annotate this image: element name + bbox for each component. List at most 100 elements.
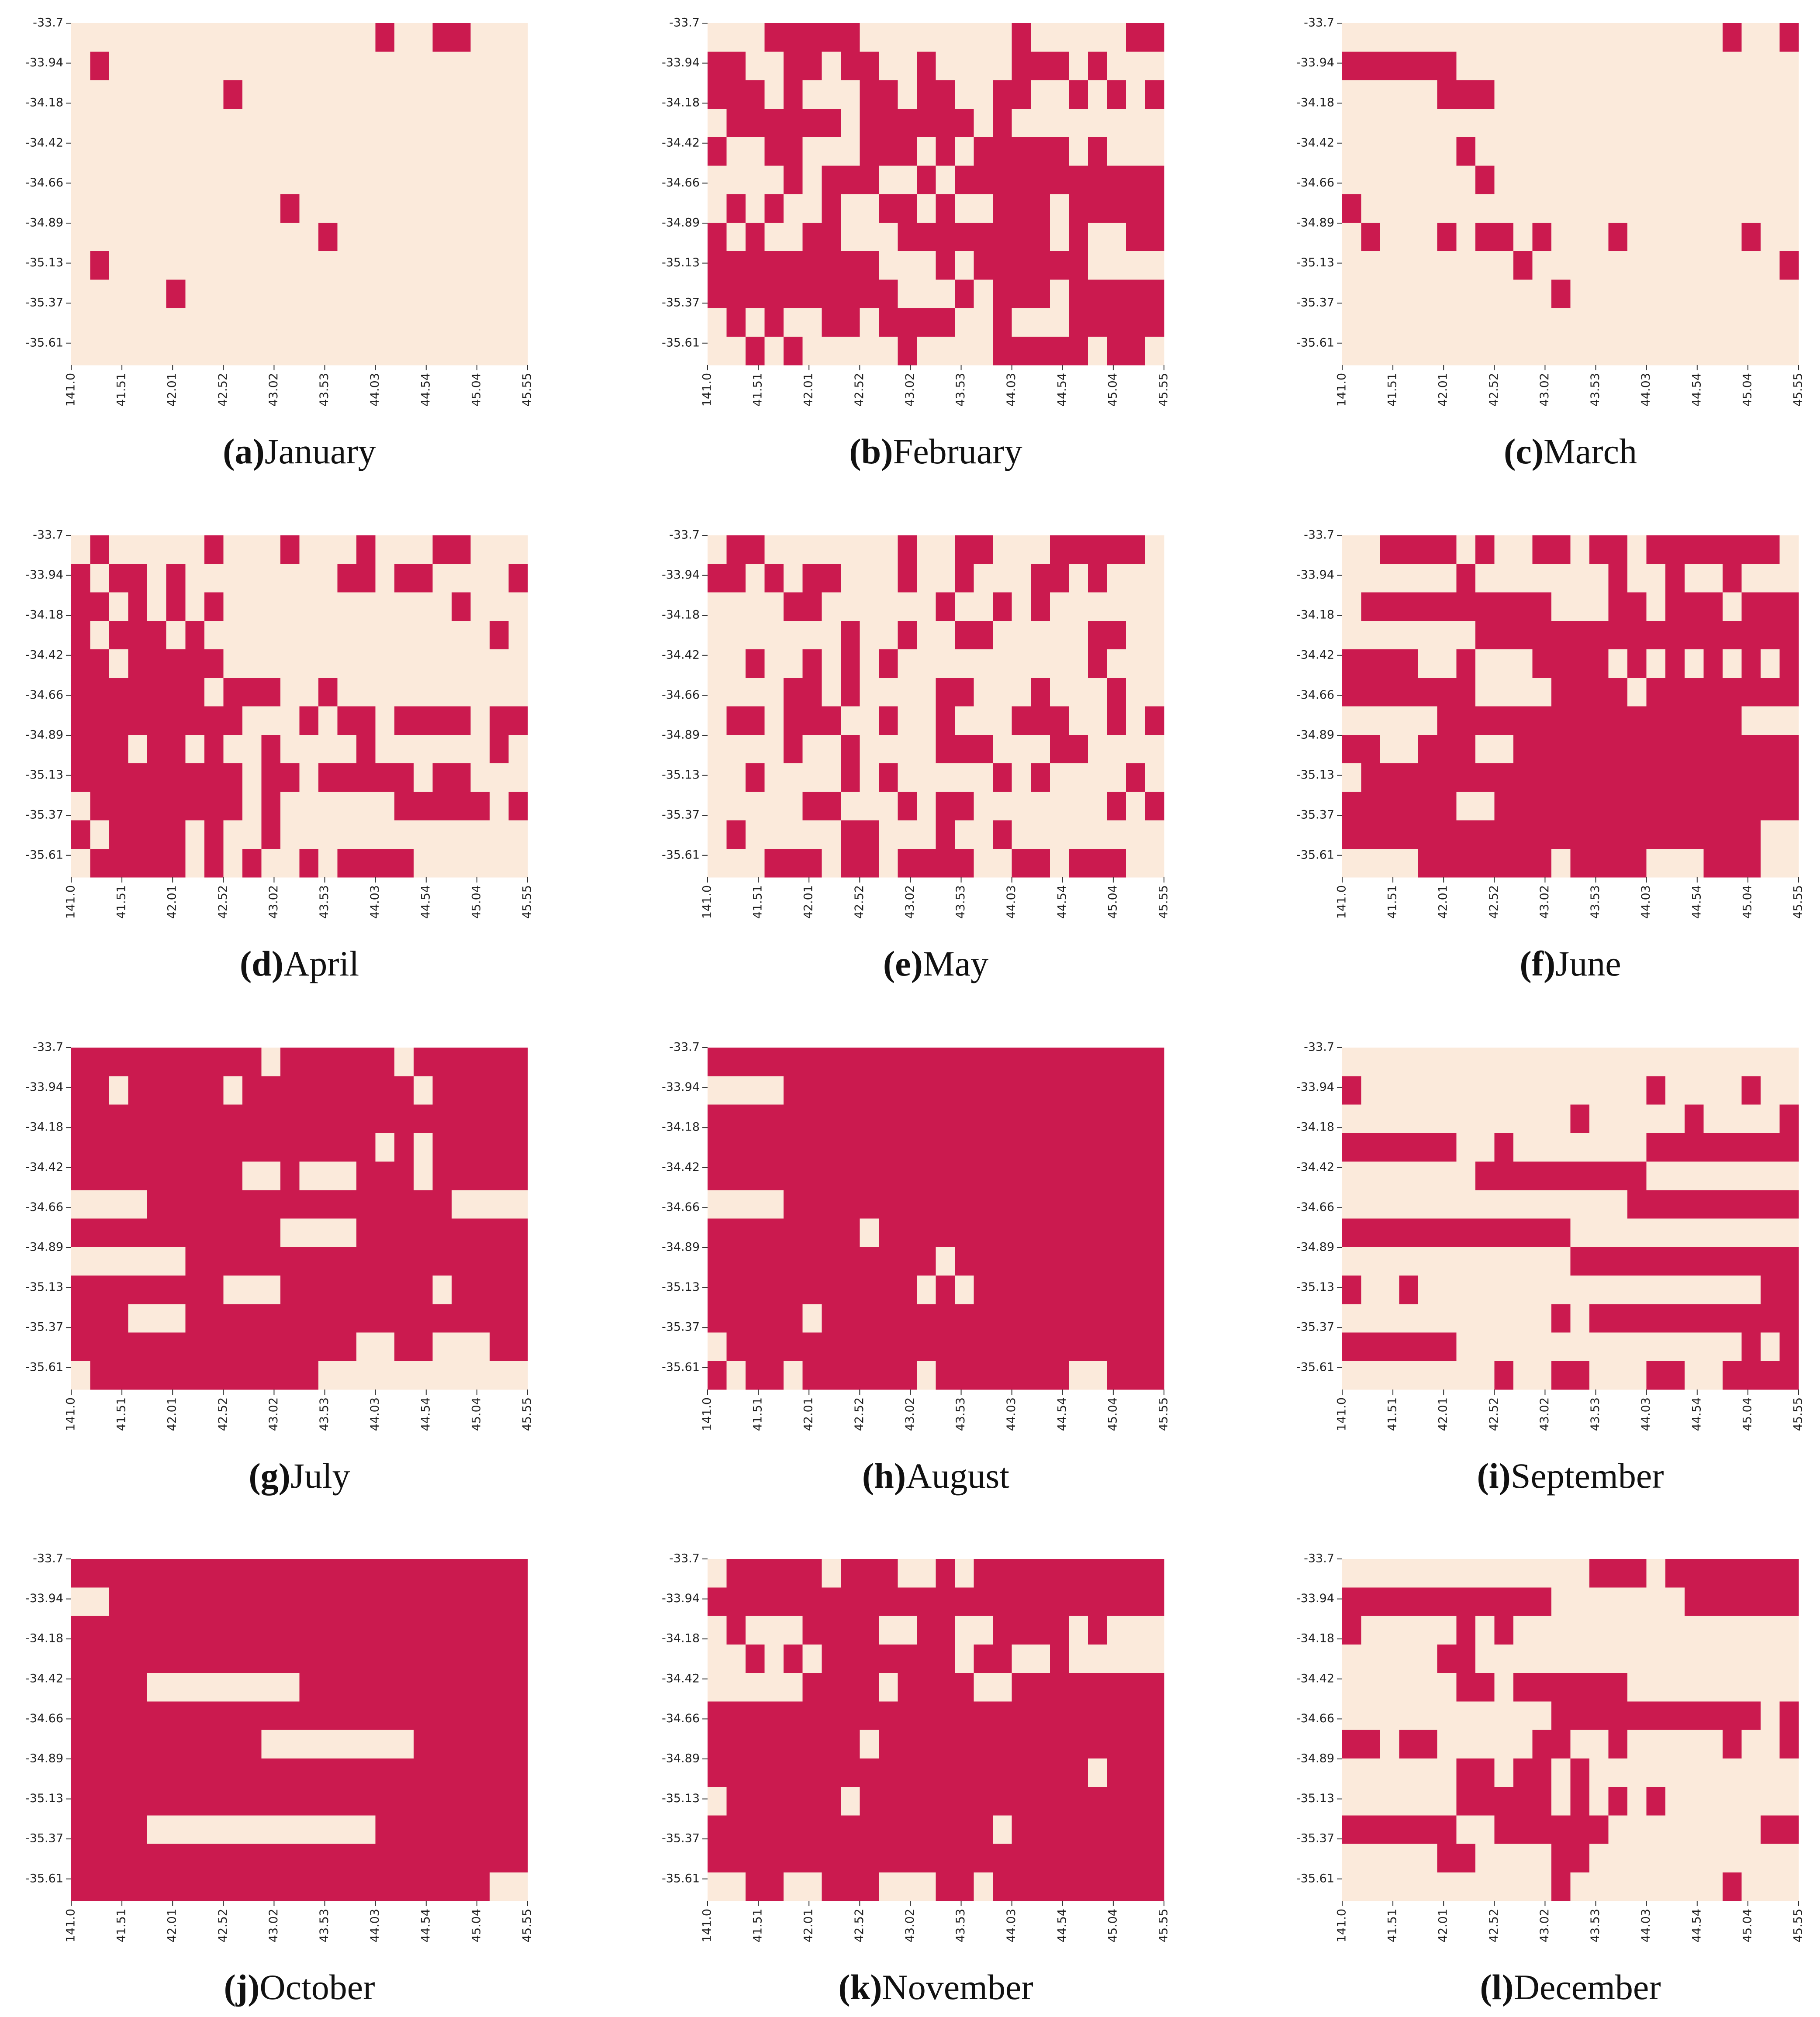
heatmap-cell: [1107, 1104, 1126, 1134]
heatmap-panel: -33.7-33.94-34.18-34.42-34.66-34.89-35.1…: [25, 528, 534, 984]
heatmap-cell: [1741, 1758, 1761, 1787]
heatmap-cell: [71, 222, 91, 252]
heatmap-cell: [280, 251, 300, 280]
heatmap-cell: [726, 535, 746, 564]
heatmap-cell: [898, 649, 917, 678]
heatmap-cell: [147, 1730, 167, 1759]
heatmap-cell: [185, 1644, 205, 1673]
heatmap-cell: [299, 763, 319, 792]
heatmap-cell: [726, 792, 746, 821]
heatmap-cell: [432, 308, 452, 337]
heatmap-cell: [1088, 1190, 1107, 1219]
heatmap-cell: [993, 1730, 1012, 1759]
heatmap-cell: [337, 1815, 357, 1845]
heatmap-cell: [90, 1247, 110, 1276]
caption: (b)February: [849, 431, 1022, 471]
heatmap-cell: [1779, 1758, 1799, 1787]
heatmap-cell: [898, 1644, 917, 1673]
heatmap-cell: [1570, 763, 1590, 792]
heatmap-cell: [822, 1162, 841, 1190]
heatmap-cell: [916, 108, 936, 138]
heatmap-cell: [764, 137, 784, 166]
heatmap-cell: [128, 165, 148, 195]
heatmap-cell: [1107, 336, 1126, 365]
heatmap-cell: [1741, 763, 1761, 792]
heatmap-cell: [784, 80, 803, 109]
heatmap-cell: [1513, 1787, 1533, 1816]
heatmap-cell: [356, 279, 376, 309]
heatmap-cell: [1031, 251, 1050, 280]
heatmap-cell: [1126, 137, 1146, 166]
heatmap-cell: [878, 194, 898, 223]
heatmap-cell: [746, 52, 765, 81]
heatmap-cell: [1722, 1787, 1742, 1816]
heatmap-cell: [413, 678, 433, 707]
heatmap-cell: [764, 763, 784, 792]
heatmap-cell: [726, 1276, 746, 1304]
y-tick-label: -35.37: [1296, 1832, 1334, 1845]
heatmap-cell: [413, 1276, 433, 1304]
heatmap-cell: [242, 222, 262, 252]
heatmap-cell: [1050, 592, 1069, 621]
heatmap-cell: [375, 336, 395, 365]
heatmap-cell: [470, 1361, 490, 1390]
heatmap-cell: [1475, 734, 1495, 764]
heatmap-cell: [242, 1815, 262, 1845]
heatmap-cell: [1399, 1587, 1419, 1617]
heatmap-cell: [1760, 621, 1780, 650]
heatmap-cell: [1126, 165, 1146, 195]
heatmap-cell: [242, 1673, 262, 1702]
heatmap-cell: [375, 820, 395, 849]
heatmap-cell: [1361, 80, 1381, 109]
heatmap-cell: [90, 592, 110, 621]
heatmap-cell: [1012, 1304, 1031, 1333]
heatmap-cell: [90, 1332, 110, 1362]
heatmap-cell: [1589, 1133, 1609, 1162]
heatmap-cell: [166, 165, 186, 195]
heatmap-cell: [993, 1701, 1012, 1731]
heatmap-cell: [508, 1133, 528, 1162]
heatmap-cell: [1684, 535, 1704, 564]
heatmap-cell: [1399, 1815, 1419, 1845]
heatmap-cell: [166, 649, 186, 678]
heatmap-cell: [185, 52, 205, 81]
heatmap-cell: [432, 706, 452, 735]
heatmap-cell: [90, 763, 110, 792]
heatmap-cell: [299, 649, 319, 678]
heatmap-cell: [1088, 1644, 1107, 1673]
heatmap-cell: [764, 592, 784, 621]
heatmap-cell: [1684, 1133, 1704, 1162]
heatmap-cell: [822, 1787, 841, 1816]
heatmap-cell: [1342, 1190, 1362, 1219]
heatmap-cell: [1779, 706, 1799, 735]
heatmap-cell: [1760, 1644, 1780, 1673]
heatmap-cell: [280, 820, 300, 849]
heatmap-cell: [1031, 535, 1050, 564]
heatmap-cell: [1627, 23, 1647, 52]
heatmap-cell: [1437, 251, 1457, 280]
heatmap-cell: [71, 564, 91, 593]
heatmap-cell: [708, 649, 727, 678]
heatmap-cell: [708, 1616, 727, 1645]
heatmap-cell: [1107, 251, 1126, 280]
heatmap-cell: [764, 820, 784, 849]
heatmap-cell: [1380, 251, 1400, 280]
heatmap-cell: [1107, 194, 1126, 223]
heatmap-cell: [1342, 1758, 1362, 1787]
heatmap-cell: [860, 1644, 879, 1673]
heatmap-cell: [955, 763, 974, 792]
heatmap-cell: [1760, 1048, 1780, 1076]
x-tick-label: 44.03: [1005, 1909, 1018, 1942]
heatmap-cell: [1665, 1587, 1685, 1617]
heatmap-cell: [1088, 1304, 1107, 1333]
heatmap-cell: [71, 1872, 91, 1901]
heatmap-cell: [299, 734, 319, 764]
heatmap-cell: [71, 1332, 91, 1362]
heatmap-cell: [1608, 1048, 1628, 1076]
heatmap-cell: [470, 535, 490, 564]
heatmap-cell: [1722, 1361, 1742, 1390]
heatmap-cell: [840, 535, 860, 564]
heatmap-cell: [1551, 564, 1571, 593]
heatmap-cell: [470, 1247, 490, 1276]
heatmap-cell: [916, 1247, 936, 1276]
